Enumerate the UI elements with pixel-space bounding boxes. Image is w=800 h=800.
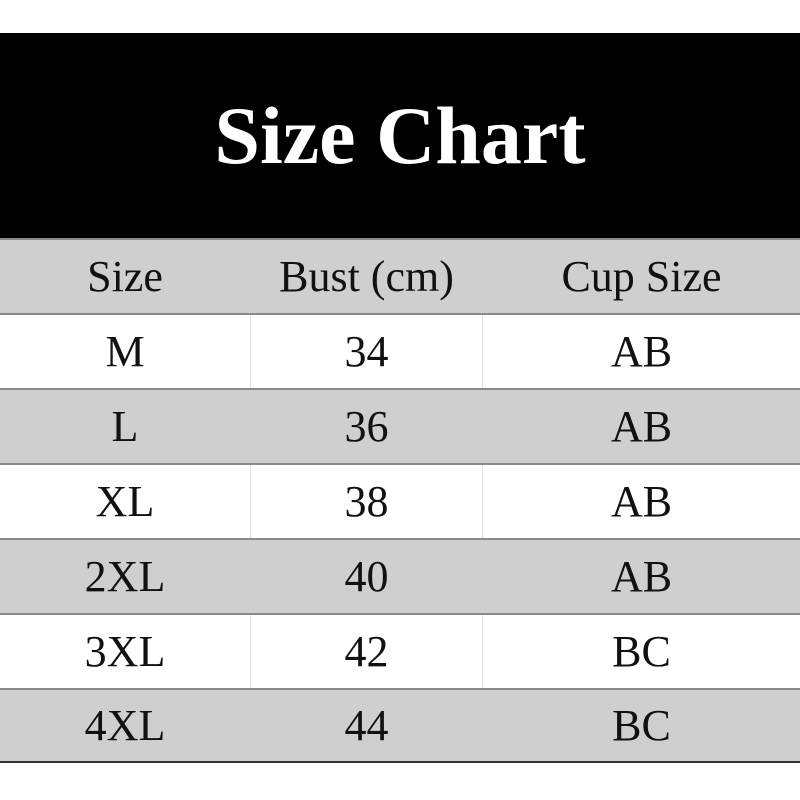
table-row: 3XL 42 BC (0, 613, 800, 688)
table-row: L 36 AB (0, 388, 800, 463)
size-cell: 2XL (84, 552, 166, 601)
bust-cell: 44 (344, 701, 389, 750)
table-row: M 34 AB (0, 313, 800, 388)
size-cell: L (111, 402, 139, 451)
bust-cell: 38 (250, 465, 483, 538)
header-bust: Bust (cm) (279, 252, 454, 301)
table-row: 4XL 44 BC (0, 688, 800, 763)
cup-size-cell: AB (610, 402, 673, 451)
size-table: Size Bust (cm) Cup Size M 34 AB L 36 AB XL 38 AB… (0, 238, 800, 763)
bust-cell: 36 (344, 402, 389, 451)
cup-size-cell: AB (610, 327, 673, 376)
size-cell: 4XL (84, 701, 166, 750)
header-size: Size (87, 252, 163, 301)
cup-size-cell: BC (612, 701, 671, 750)
size-cell: M (105, 327, 145, 376)
title-banner: Size Chart (0, 33, 800, 238)
table-header-row: Size Bust (cm) Cup Size (0, 238, 800, 313)
size-cell: 3XL (84, 627, 166, 676)
page-title: Size Chart (214, 89, 586, 181)
cup-size-cell: AB (610, 552, 673, 601)
size-cell: XL (95, 477, 155, 526)
bust-cell: 34 (250, 315, 483, 388)
table-row: 2XL 40 AB (0, 538, 800, 613)
cup-size-cell: AB (610, 477, 673, 526)
bust-cell: 42 (250, 615, 483, 688)
cup-size-cell: BC (612, 627, 671, 676)
bust-cell: 40 (344, 552, 389, 601)
table-row: XL 38 AB (0, 463, 800, 538)
header-cup-size: Cup Size (561, 252, 722, 301)
